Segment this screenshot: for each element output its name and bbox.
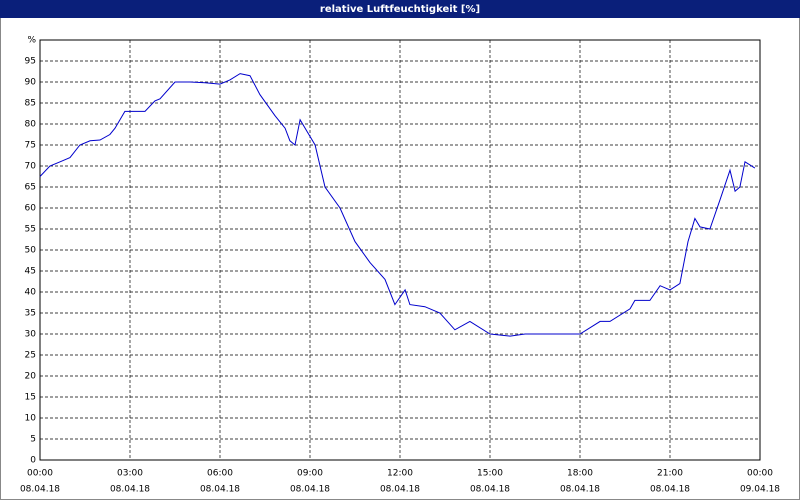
x-tick-label: 15:00 <box>477 469 503 479</box>
y-tick-label: 70 <box>25 162 37 172</box>
x-tick-date: 08.04.18 <box>380 485 420 495</box>
chart-title: relative Luftfeuchtigkeit [%] <box>320 4 480 15</box>
title-bar <box>0 0 800 18</box>
y-tick-label: 55 <box>25 225 36 235</box>
y-tick-label: % <box>27 36 36 46</box>
y-tick-label: 35 <box>25 309 36 319</box>
x-tick-date: 08.04.18 <box>650 485 690 495</box>
y-tick-label: 25 <box>25 351 36 361</box>
y-tick-label: 95 <box>25 57 36 67</box>
x-tick-date: 08.04.18 <box>290 485 330 495</box>
x-tick-label: 03:00 <box>117 469 143 479</box>
x-tick-date: 08.04.18 <box>110 485 150 495</box>
y-tick-label: 65 <box>25 183 36 193</box>
x-tick-date: 09.04.18 <box>740 485 780 495</box>
y-tick-label: 10 <box>25 414 37 424</box>
x-tick-label: 00:00 <box>747 469 773 479</box>
y-tick-label: 60 <box>25 204 37 214</box>
x-tick-label: 18:00 <box>567 469 593 479</box>
plot-frame <box>39 39 761 461</box>
y-tick-label: 15 <box>25 393 36 403</box>
y-tick-label: 75 <box>25 141 36 151</box>
y-tick-label: 5 <box>30 435 36 445</box>
x-tick-date: 08.04.18 <box>560 485 600 495</box>
y-tick-label: 20 <box>25 372 37 382</box>
y-tick-label: 80 <box>25 120 37 130</box>
y-tick-label: 30 <box>25 330 37 340</box>
y-tick-label: 40 <box>25 288 37 298</box>
y-tick-label: 0 <box>30 456 36 466</box>
x-tick-label: 21:00 <box>657 469 683 479</box>
x-tick-label: 09:00 <box>297 469 323 479</box>
x-tick-date: 08.04.18 <box>200 485 240 495</box>
x-tick-label: 06:00 <box>207 469 233 479</box>
x-tick-label: 00:00 <box>27 469 53 479</box>
y-tick-label: 90 <box>25 78 37 88</box>
y-tick-label: 50 <box>25 246 37 256</box>
y-tick-label: 45 <box>25 267 36 277</box>
data-line <box>39 73 756 337</box>
y-tick-label: 85 <box>25 99 36 109</box>
x-tick-date: 08.04.18 <box>20 485 60 495</box>
x-tick-label: 12:00 <box>387 469 413 479</box>
x-tick-date: 08.04.18 <box>470 485 510 495</box>
